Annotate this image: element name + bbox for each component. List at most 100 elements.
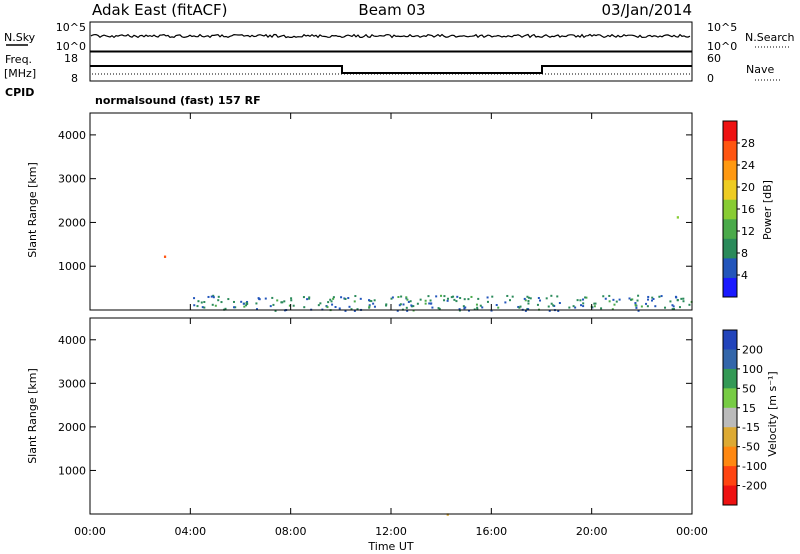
power-cell: [163, 255, 167, 258]
noise-search-label: N.Search: [745, 31, 795, 44]
power-cell: [652, 298, 655, 301]
velocity-yticks: 1000 2000 3000 4000: [58, 334, 692, 477]
power-cell: [276, 299, 279, 302]
power-cell: [497, 306, 500, 309]
power-cell: [618, 298, 621, 301]
power-cell: [467, 309, 470, 312]
power-cell: [477, 297, 480, 300]
power-cell: [572, 305, 575, 308]
velocity-colorbar-tick-label: -50: [742, 441, 760, 454]
power-cell: [602, 295, 605, 298]
velocity-colorbar-segment: [723, 368, 737, 389]
power-cell: [611, 308, 614, 311]
velocity-colorbar-segment: [723, 485, 737, 506]
power-cell: [255, 308, 258, 311]
power-cell: [203, 306, 206, 309]
power-cell: [428, 302, 431, 305]
power-cell: [576, 299, 579, 302]
power-colorbar-tick-label: 24: [741, 159, 755, 172]
power-cell: [446, 299, 449, 302]
power-cell: [280, 301, 283, 304]
power-cell: [334, 306, 337, 309]
power-cell: [637, 309, 640, 312]
power-cell: [272, 303, 275, 306]
noise-sky-trace: [90, 33, 691, 39]
power-cell: [446, 297, 449, 300]
power-cell: [274, 309, 277, 312]
xtick-label: 00:00: [74, 525, 106, 538]
power-cell: [405, 297, 408, 300]
power-cell: [631, 298, 634, 301]
velocity-ylabel: Slant Range [km]: [26, 368, 39, 464]
ytick-label: 2000: [58, 421, 86, 434]
power-cell: [675, 296, 678, 299]
power-cell: [527, 299, 530, 302]
power-cell: [647, 295, 650, 298]
power-cell: [240, 300, 243, 303]
xtick-label: 20:00: [576, 525, 608, 538]
power-cell: [519, 305, 522, 308]
time-axis-label: Time UT: [367, 540, 413, 553]
power-cell: [608, 294, 611, 297]
power-cell: [458, 309, 461, 312]
power-cell: [243, 305, 246, 308]
noise-right-tick-bottom: 10^0: [707, 40, 737, 53]
power-colorbar-tick-label: 8: [741, 247, 748, 260]
power-cell: [672, 305, 675, 308]
velocity-colorbar-tick-label: -15: [742, 421, 760, 434]
power-cell: [317, 304, 320, 307]
power-cell: [579, 299, 582, 302]
power-cell: [419, 298, 422, 301]
power-cell: [574, 306, 577, 309]
noise-panel-frame: [89, 21, 693, 52]
power-cell: [368, 299, 371, 302]
power-cell: [612, 298, 615, 301]
power-cell: [673, 308, 676, 311]
power-colorbar-segment: [723, 218, 737, 239]
time-axis-ticks: 00:00 04:00 08:00 12:00 16:00 20:00 00:00: [74, 113, 708, 538]
power-colorbar-tick-label: 12: [741, 225, 755, 238]
noise-sky-line: [90, 33, 691, 39]
power-cell: [539, 299, 542, 302]
power-cell: [430, 302, 433, 305]
power-cell: [517, 305, 520, 308]
velocity-colorbar-segment: [723, 446, 737, 467]
power-cell: [557, 309, 560, 312]
power-cell: [330, 300, 333, 303]
power-cell: [568, 306, 571, 309]
freq-right-tick-top: 60: [707, 52, 721, 65]
velocity-colorbar-tick-label: -200: [742, 480, 767, 493]
power-colorbar-label: Power [dB]: [761, 180, 774, 240]
power-cell: [410, 304, 413, 307]
power-cell: [676, 216, 679, 219]
power-cell: [529, 297, 532, 300]
power-cell: [658, 295, 661, 298]
power-colorbar-segment: [723, 199, 737, 220]
power-cell: [292, 304, 295, 307]
power-cell: [271, 296, 274, 299]
power-cell: [671, 304, 674, 307]
power-cell: [459, 297, 462, 300]
power-cell: [306, 298, 309, 301]
power-cell: [594, 302, 597, 305]
power-cell: [373, 305, 376, 308]
power-cell: [536, 303, 539, 306]
power-cell: [628, 297, 631, 300]
velocity-colorbar-segment: [723, 427, 737, 448]
velocity-colorbar-tick-label: 200: [742, 343, 763, 356]
power-cell: [210, 295, 213, 298]
freq-left-tick-bottom: 8: [71, 72, 78, 85]
power-cell: [537, 296, 540, 299]
power-cell: [615, 300, 618, 303]
power-cell: [290, 299, 293, 302]
xtick-label: 16:00: [475, 525, 507, 538]
power-cell: [634, 303, 637, 306]
noise-left-tick-top: 10^5: [56, 21, 86, 34]
power-cell: [547, 305, 550, 308]
power-cell: [437, 307, 440, 310]
power-cell: [245, 304, 248, 307]
power-colorbar-segment: [723, 160, 737, 181]
power-cell: [326, 306, 329, 309]
velocity-colorbar-segment: [723, 407, 737, 428]
